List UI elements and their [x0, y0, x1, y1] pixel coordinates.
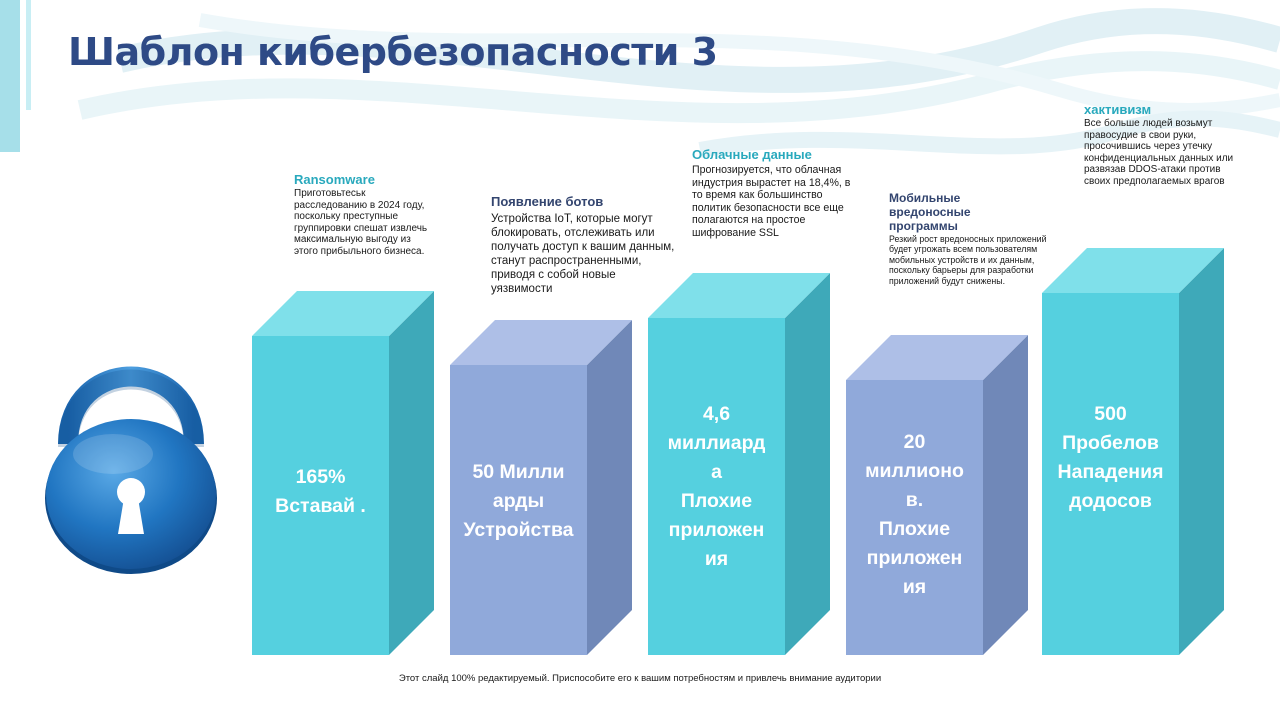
bar-top — [450, 320, 632, 365]
bar-front — [1042, 293, 1179, 655]
bar-top — [648, 273, 830, 318]
bar-column — [450, 320, 632, 655]
bar-label: 50 Милли арды Устройства — [463, 461, 574, 541]
bar-front — [450, 365, 587, 655]
accent-line — [26, 0, 31, 110]
column-text: Приготовьтеськ расследованию в 2024 году… — [294, 188, 428, 257]
bar-column — [846, 335, 1028, 655]
column-heading: хактивизм — [1084, 102, 1152, 117]
bar-column — [648, 273, 830, 655]
info-mobile: Мобильные вредоносные программы Резкий р… — [889, 191, 1049, 286]
bar-top — [1042, 248, 1224, 293]
page-title: Шаблон кибербезопасности 3 — [68, 30, 718, 74]
bar-top — [252, 291, 434, 336]
column-text: Устройства IoT, которые могут блокироват… — [491, 213, 675, 295]
bar-side — [587, 320, 632, 655]
column-heading: Мобильные вредоносные программы — [889, 191, 971, 233]
padlock-icon — [45, 366, 217, 574]
bar-label: 4,6 миллиард а Плохие приложен ия — [667, 403, 766, 570]
bar-side — [785, 273, 830, 655]
info-bots: Появление ботов Устройства IoT, которые … — [491, 194, 676, 296]
footer-note: Этот слайд 100% редактируемый. Приспособ… — [398, 673, 882, 684]
bar-top — [846, 335, 1028, 380]
bar-label: 165% Вставай . — [275, 466, 366, 517]
bar-front — [846, 380, 983, 655]
accent-bar — [0, 0, 20, 152]
column-text: Прогнозируется, что облачная индустрия в… — [692, 164, 851, 239]
bar-column — [252, 291, 434, 655]
info-ransomware: Ransomware Приготовьтеськ расследованию … — [294, 172, 434, 258]
info-cloud: Облачные данные Прогнозируется, что обла… — [692, 147, 857, 240]
bar-label: 500 Пробелов Нападения додосов — [1057, 403, 1164, 512]
bar-column — [1042, 248, 1224, 655]
column-text: Все больше людей возьмут правосудие в св… — [1084, 118, 1234, 187]
column-heading: Облачные данные — [692, 147, 812, 162]
bar-side — [1179, 248, 1224, 655]
column-heading: Появление ботов — [491, 194, 604, 209]
bar-label: 20 миллионо в. Плохие приложен ия — [865, 431, 964, 598]
column-text: Резкий рост вредоносных приложений будет… — [889, 234, 1047, 286]
bar-front — [252, 336, 389, 655]
info-hacktivism: хактивизм Все больше людей возьмут право… — [1084, 102, 1234, 188]
column-heading: Ransomware — [294, 172, 375, 187]
bar-front — [648, 318, 785, 655]
bar-side — [389, 291, 434, 655]
bar-side — [983, 335, 1028, 655]
